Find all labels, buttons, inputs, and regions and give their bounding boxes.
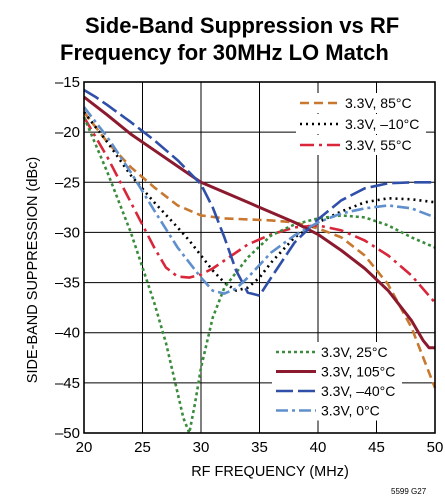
legend-bg — [272, 342, 402, 362]
chart-title-line-1: Side-Band Suppression vs RF — [85, 13, 399, 38]
x-tick-label: 45 — [368, 439, 385, 456]
legend-bg — [272, 361, 402, 382]
x-tick-label: 40 — [310, 439, 327, 456]
legend-label: 3.3V, 0°C — [321, 403, 380, 419]
tick-labels: 20 25 30 35 40 45 50 –15 –20 –25 –30 –35 –40 –45 –50 — [55, 74, 443, 456]
y-tick-label: –40 — [55, 325, 80, 342]
legend-bg — [296, 93, 426, 113]
legend-label: 3.3V, 85°C — [345, 95, 412, 111]
y-tick-label: –35 — [55, 275, 80, 292]
x-axis-label: RF FREQUENCY (MHz) — [191, 464, 349, 480]
y-tick-label: –15 — [55, 74, 80, 91]
x-tick-label: 30 — [193, 439, 210, 456]
legend-label: 3.3V, 55°C — [345, 137, 412, 153]
legend-label: 3.3V, 105°C — [321, 364, 395, 380]
x-tick-label: 50 — [427, 439, 444, 456]
series-line — [82, 116, 436, 304]
legend-bg — [272, 381, 402, 401]
series-line — [82, 111, 437, 389]
y-tick-label: –45 — [55, 375, 80, 392]
legend-bg — [296, 114, 426, 134]
y-axis-label: SIDE-BAND SUPPRESSION (dBc) — [25, 157, 41, 383]
chart-title-line-2: Frequency for 30MHz LO Match — [60, 40, 389, 65]
x-tick-label: 35 — [251, 439, 268, 456]
y-tick-label: –20 — [55, 124, 80, 141]
y-tick-label: –50 — [55, 425, 80, 442]
x-tick-label: 20 — [76, 439, 93, 456]
legend-label: 3.3V, 25°C — [321, 344, 388, 360]
series-line — [82, 106, 436, 295]
figure-id: 5599 G27 — [391, 487, 427, 496]
plot-frame — [83, 81, 436, 434]
legend-bg — [296, 135, 426, 155]
series-line — [82, 111, 436, 292]
y-tick-label: –30 — [55, 224, 80, 241]
legend-bg — [272, 400, 402, 421]
legend-label: 3.3V, –10°C — [345, 116, 419, 132]
legend-label: 3.3V, –40°C — [321, 383, 395, 399]
legend-top: 3.3V, 85°C 3.3V, –10°C 3.3V, 55°C — [296, 93, 426, 155]
series-line — [83, 95, 435, 350]
legend-bottom: 3.3V, 25°C 3.3V, 105°C 3.3V, –40°C 3.3V, 0°… — [272, 342, 402, 421]
y-tick-label: –25 — [55, 174, 80, 191]
series-lines — [82, 88, 437, 435]
x-tick-label: 25 — [134, 439, 151, 456]
